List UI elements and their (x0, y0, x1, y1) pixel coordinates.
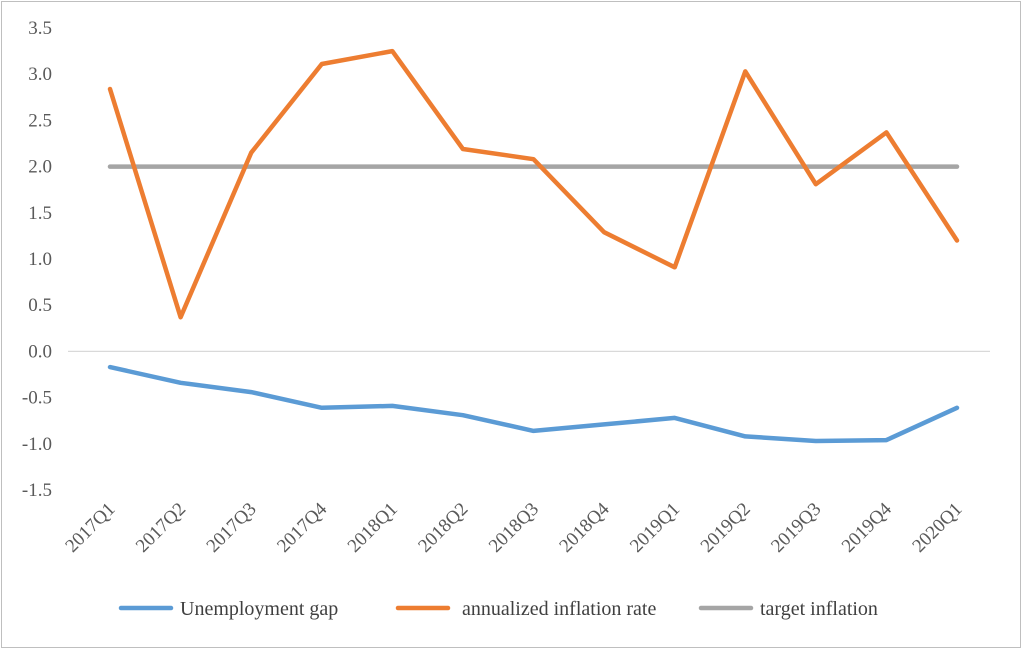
legend-label: annualized inflation rate (462, 598, 656, 620)
y-tick-label: 1.5 (28, 203, 52, 224)
x-tick-label: 2019Q1 (626, 499, 684, 557)
y-tick-label: 3.5 (28, 18, 52, 39)
y-tick-label: 2.0 (28, 157, 52, 178)
legend: Unemployment gap annualized inflation rat… (118, 598, 878, 620)
y-tick-label: -1.0 (22, 434, 52, 455)
y-tick-label: 0.5 (28, 295, 52, 316)
y-tick-label: 2.5 (28, 110, 52, 131)
x-tick-label: 2018Q4 (555, 498, 613, 556)
y-tick-label: 3.0 (28, 64, 52, 85)
y-tick-label: -1.5 (22, 480, 52, 501)
legend-label: target inflation (760, 598, 878, 620)
legend-label: Unemployment gap (180, 598, 338, 620)
x-tick-label: 2019Q4 (838, 498, 896, 556)
series-line-annualized-inflation-rate (107, 48, 960, 320)
series-lines (107, 48, 960, 444)
x-tick-label: 2018Q2 (414, 499, 472, 557)
x-tick-label: 2020Q1 (908, 499, 966, 557)
y-axis-ticks: 3.5 3.0 2.5 2.0 1.5 1.0 0.5 0.0 -0.5 -1.0 -1.5 (22, 18, 52, 501)
x-tick-label: 2017Q3 (203, 499, 261, 557)
x-tick-label: 2017Q4 (273, 498, 331, 556)
x-tick-label: 2017Q2 (132, 499, 190, 557)
y-tick-label: 1.0 (28, 249, 52, 270)
y-tick-label: -0.5 (22, 388, 52, 409)
x-axis-ticks: 2017Q1 2017Q2 2017Q3 2017Q4 2018Q1 2018Q2 2018… (61, 498, 966, 556)
x-tick-label: 2019Q2 (697, 499, 755, 557)
y-tick-label: 0.0 (28, 341, 52, 362)
x-tick-label: 2018Q1 (344, 499, 402, 557)
x-tick-label: 2019Q3 (767, 499, 825, 557)
x-tick-label: 2017Q1 (61, 499, 119, 557)
series-line-unemployment-gap (107, 364, 960, 444)
x-tick-label: 2018Q3 (485, 499, 543, 557)
